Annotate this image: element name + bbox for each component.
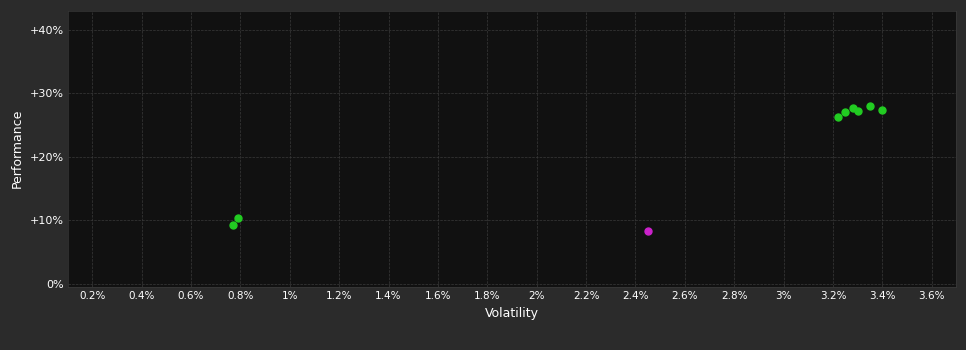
X-axis label: Volatility: Volatility	[485, 307, 539, 320]
Point	[845, 106, 861, 111]
Point	[838, 110, 853, 115]
Point	[830, 114, 845, 119]
Point	[850, 108, 866, 114]
Y-axis label: Performance: Performance	[11, 109, 24, 188]
Point	[230, 216, 245, 221]
Point	[863, 103, 878, 108]
Point	[640, 228, 656, 234]
Point	[225, 223, 241, 228]
Point	[874, 107, 890, 112]
